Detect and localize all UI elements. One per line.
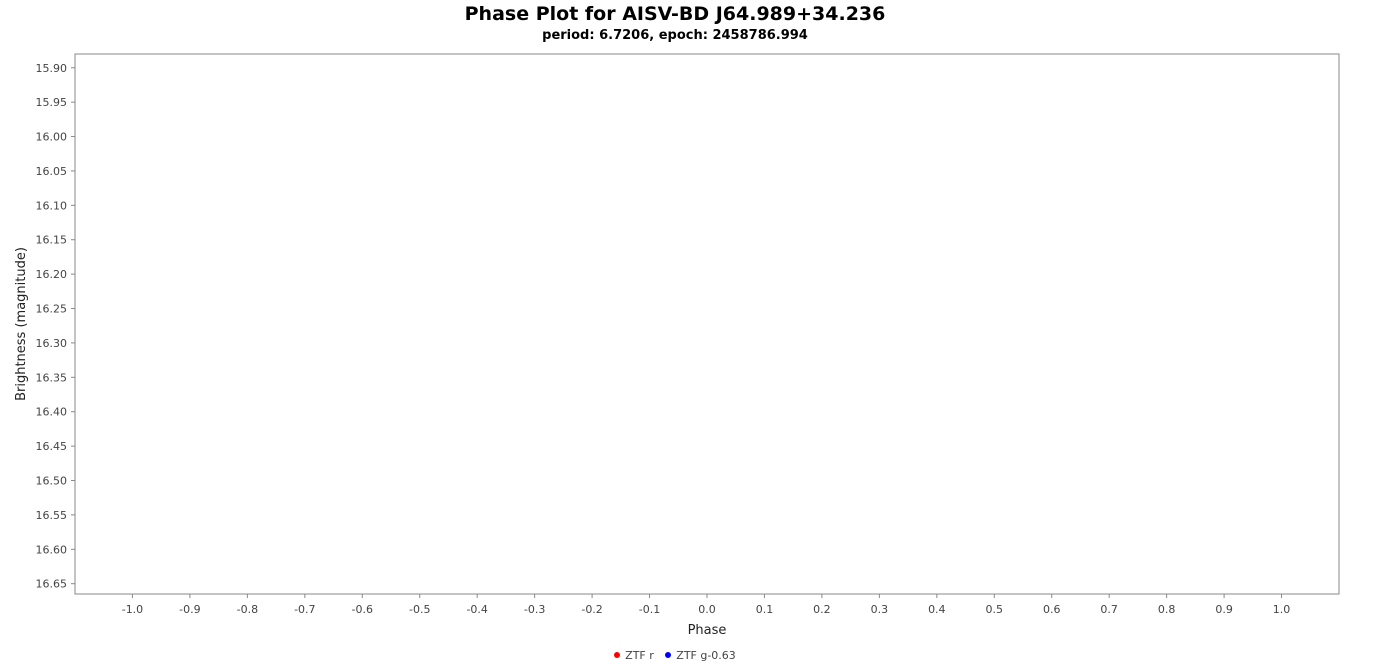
y-tick-label: 16.15 — [36, 234, 68, 247]
y-tick-label: 16.30 — [36, 337, 68, 350]
y-tick-label: 16.05 — [36, 165, 68, 178]
chart-subtitle: period: 6.7206, epoch: 2458786.994 — [542, 28, 808, 43]
y-tick-label: 15.90 — [36, 62, 68, 75]
y-axis: 15.90 15.95 16.00 16.05 16.10 16.15 16.20 16.25… — [36, 62, 75, 591]
y-axis-label: Brightness (magnitude) — [14, 247, 29, 401]
legend-label: ZTF r — [625, 648, 654, 662]
x-tick-label: -0.2 — [581, 603, 602, 616]
legend-marker-blue — [665, 652, 672, 658]
x-tick-label: -1.0 — [122, 603, 143, 616]
x-tick-label: 0.9 — [1215, 603, 1233, 616]
y-tick-label: 16.00 — [36, 131, 68, 144]
x-axis-label: Phase — [688, 623, 727, 638]
plot-area — [74, 53, 1340, 595]
chart-title: Phase Plot for AISV-BD J64.989+34.236 — [464, 3, 886, 25]
y-tick-label: 16.55 — [36, 509, 68, 522]
x-tick-label: -0.4 — [466, 603, 487, 616]
x-tick-label: -0.7 — [294, 603, 315, 616]
x-tick-label: 0.6 — [1043, 603, 1061, 616]
x-tick-label: 0.7 — [1100, 603, 1118, 616]
legend: ZTF r ZTF g-0.63 — [0, 648, 1350, 662]
y-tick-label: 16.25 — [36, 303, 68, 316]
y-tick-label: 16.60 — [36, 543, 68, 556]
x-tick-label: 0.8 — [1158, 603, 1176, 616]
x-tick-label: -0.8 — [237, 603, 258, 616]
y-tick-label: 15.95 — [36, 96, 68, 109]
y-tick-label: 16.10 — [36, 199, 68, 212]
x-tick-label: -0.1 — [639, 603, 660, 616]
x-tick-label: 0.0 — [698, 603, 716, 616]
x-tick-label: 0.1 — [756, 603, 774, 616]
x-tick-label: -0.3 — [524, 603, 545, 616]
y-tick-label: 16.40 — [36, 406, 68, 419]
legend-item-ztf-r: ZTF r — [614, 649, 654, 662]
y-tick-label: 16.65 — [36, 578, 68, 591]
x-tick-label: 1.0 — [1273, 603, 1291, 616]
x-tick-label: -0.6 — [352, 603, 373, 616]
x-tick-label: 0.2 — [813, 603, 831, 616]
legend-label: ZTF g-0.63 — [676, 648, 736, 662]
x-tick-label: -0.5 — [409, 603, 430, 616]
legend-marker-red — [614, 652, 621, 658]
y-tick-label: 16.45 — [36, 440, 68, 453]
x-axis: -1.0 -0.9 -0.8 -0.7 -0.6 -0.5 -0.4 -0.3 -0.2 -0.1… — [122, 594, 1291, 616]
y-tick-label: 16.20 — [36, 268, 68, 281]
x-tick-label: 0.5 — [986, 603, 1004, 616]
y-tick-label: 16.50 — [36, 474, 68, 487]
x-tick-label: 0.3 — [871, 603, 889, 616]
x-tick-label: 0.4 — [928, 603, 946, 616]
legend-item-ztf-g: ZTF g-0.63 — [665, 649, 736, 662]
x-tick-label: -0.9 — [179, 603, 200, 616]
y-tick-label: 16.35 — [36, 371, 68, 384]
